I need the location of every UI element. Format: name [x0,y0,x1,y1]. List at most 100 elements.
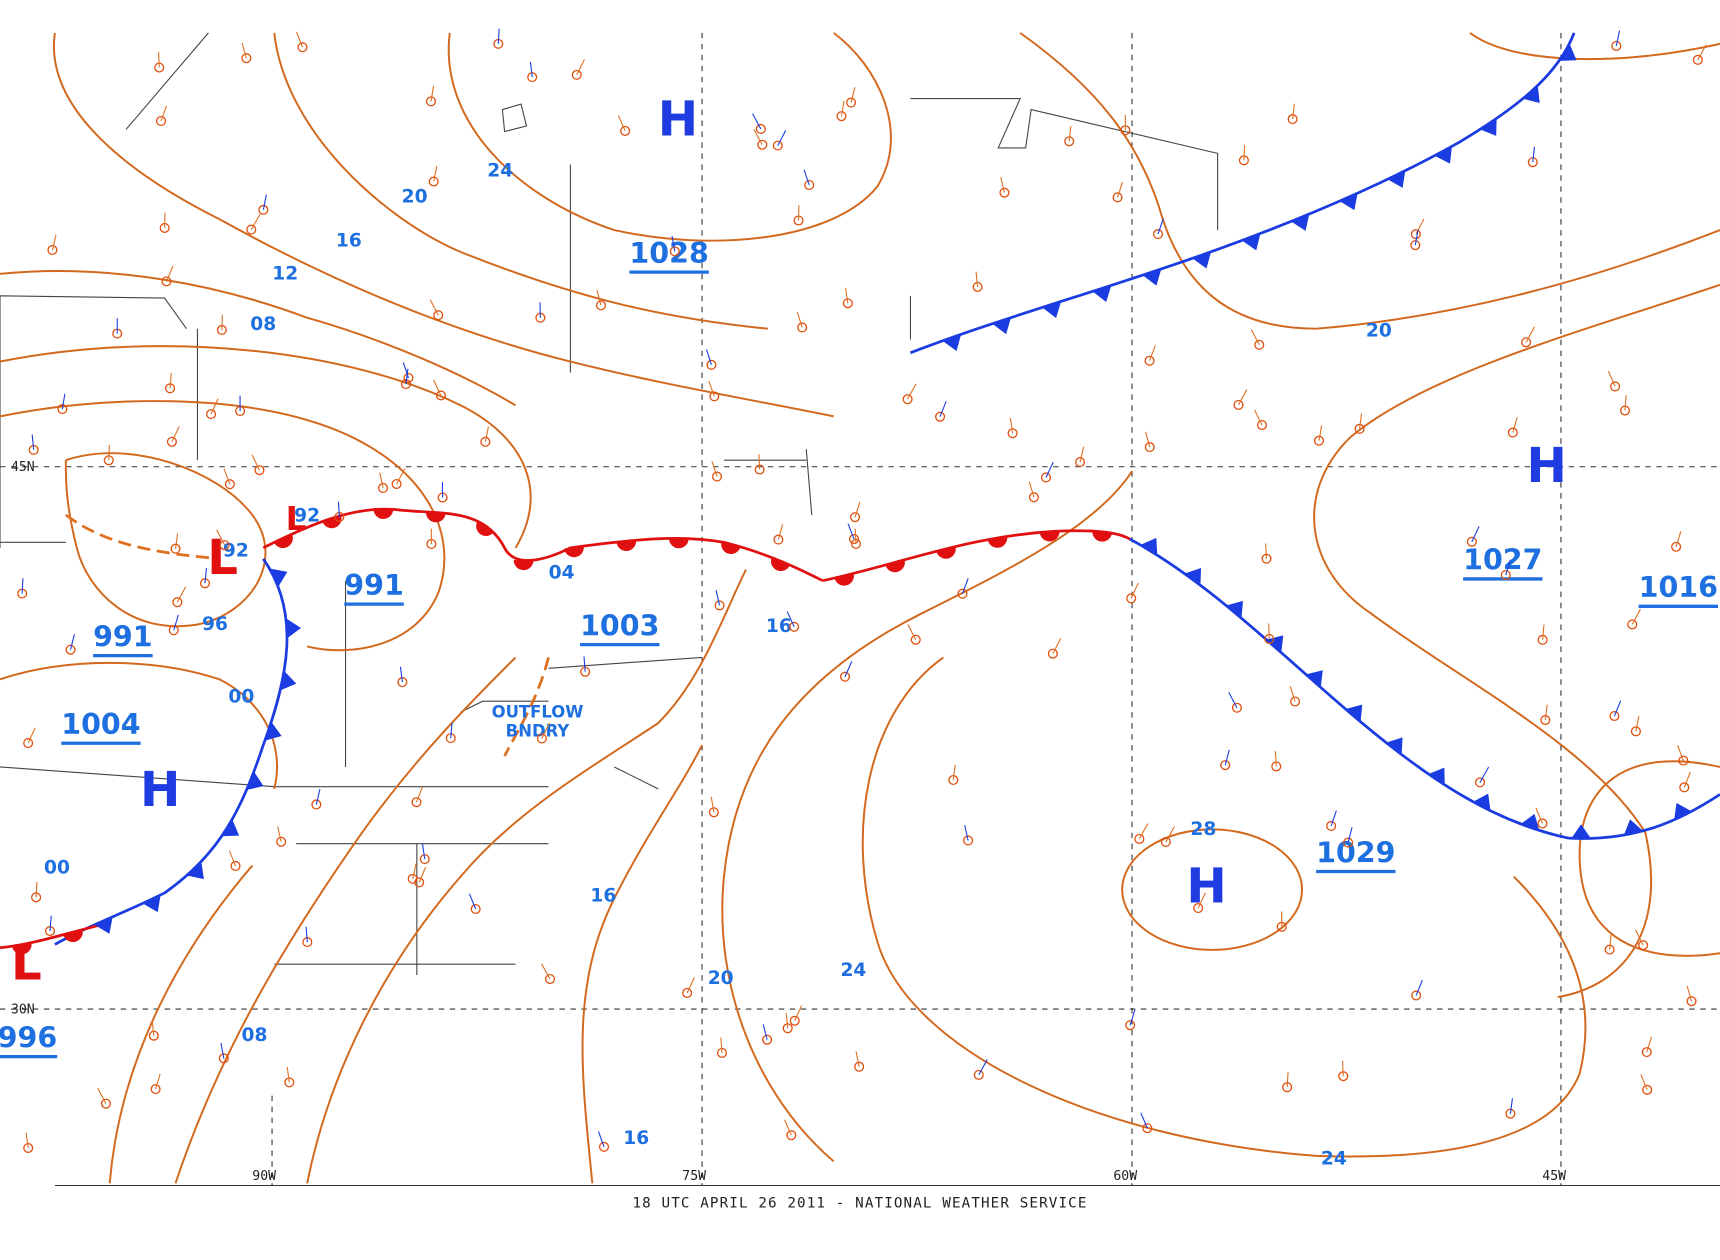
wind-barb [854,528,857,544]
wind-barb [1675,531,1682,547]
station-marker [1507,427,1518,438]
wind-barb [484,426,490,442]
station-marker [166,436,177,447]
cold-front-symbol [1305,670,1323,688]
isobar-labels: 24 20 16 12 08 04 00 96 92 92 00 20 28 1… [44,160,1392,1169]
warm-front-symbol [616,540,637,551]
wind-barb [1677,745,1684,761]
wind-barb [158,52,160,68]
central-pressure: 1016 [1639,571,1718,604]
station-marker [1075,457,1086,468]
wind-barb [708,380,715,397]
station-marker [284,1077,295,1088]
warm-front-symbol [834,573,854,586]
station-marker [411,797,422,808]
wind-barb [1505,559,1511,576]
wind-barb [753,129,763,146]
station-marker [1112,192,1123,203]
wind-barb [1640,1074,1648,1091]
wind-barb [210,398,219,415]
isobar-label: 96 [202,614,228,635]
wind-barb [295,31,304,48]
wind-barb [786,611,795,628]
wind-barb [412,863,417,879]
wind-barb [1414,229,1419,246]
wind-barb [1683,771,1691,788]
warm-front-symbol [668,538,689,549]
wind-barb [1238,389,1248,406]
pressure-centers: H H H H L L L [11,92,1567,992]
wind-barb [171,426,180,443]
station-marker [850,512,861,523]
station-marker [846,97,857,108]
outflow-boundary [503,657,550,757]
cold-front-symbol [186,862,204,880]
boundary-label: OUTFLOW [492,703,584,722]
grid-labels: 45N 30N 90W 75W 60W 45W [11,460,1566,1184]
isobar-label: 16 [766,616,792,637]
station-marker [1354,423,1365,434]
station-marker [772,140,783,151]
wind-barb [151,1020,155,1036]
wind-barb [241,42,247,59]
station-marker [400,379,411,390]
wind-barb [978,1059,988,1076]
station-marker [170,543,181,554]
cold-front-symbol [1522,85,1540,104]
station-marker [276,836,287,847]
warm-front-symbol [564,546,584,558]
wind-barb [854,501,861,518]
wind-barb [1544,704,1548,721]
cold-front-symbol [942,334,962,352]
wind-barb [415,786,423,803]
cold-front-symbol [1042,301,1062,319]
warm-front-symbol [885,559,905,573]
wind-barb [1274,751,1277,767]
isobar [306,569,747,1184]
station-marker [910,634,921,645]
station-marker [1410,229,1421,240]
wind-barb [952,764,956,781]
station-marker [963,835,974,846]
station-marker [711,471,723,482]
wind-barb [176,586,187,603]
wind-barb [173,614,179,631]
isobar-label: 92 [294,506,320,527]
lon-label: 60W [1113,1169,1137,1184]
station-marker [65,644,76,655]
wind-barb [1068,125,1072,142]
warm-front-symbol [987,536,1008,548]
wind-barb [315,789,321,805]
station-marker [100,1098,112,1109]
low-center: L [11,935,42,991]
wind-barb [429,299,439,316]
station-marker [1678,755,1689,766]
wind-barb [784,1119,792,1136]
station-marker [1231,702,1242,713]
station-marker [1007,428,1018,439]
wind-barb [250,213,261,230]
high-center: H [1186,859,1226,915]
wind-barb [1157,218,1164,235]
wind-barb [720,1037,723,1053]
cold-front-symbol [1241,233,1261,251]
cold-front-symbol [1386,737,1403,755]
cold-front-symbol [286,618,302,639]
station-marker [595,300,607,311]
wind-barb [777,130,787,146]
warm-front [0,921,111,950]
isobar-label: 28 [1190,819,1216,840]
wind-barb [907,383,917,400]
wind-barb [49,915,52,932]
station-marker [1220,760,1231,771]
cold-front-symbol [1140,537,1158,556]
isobar-label: 16 [336,231,362,252]
lon-label: 75W [682,1169,706,1184]
wind-barb [1028,481,1035,498]
wind-barb [1292,103,1295,120]
wind-barb [97,1088,107,1104]
wind-barb [850,87,856,103]
boundary-label: BNDRY [506,721,571,740]
station-marker [544,973,556,985]
station-marker [620,125,631,136]
